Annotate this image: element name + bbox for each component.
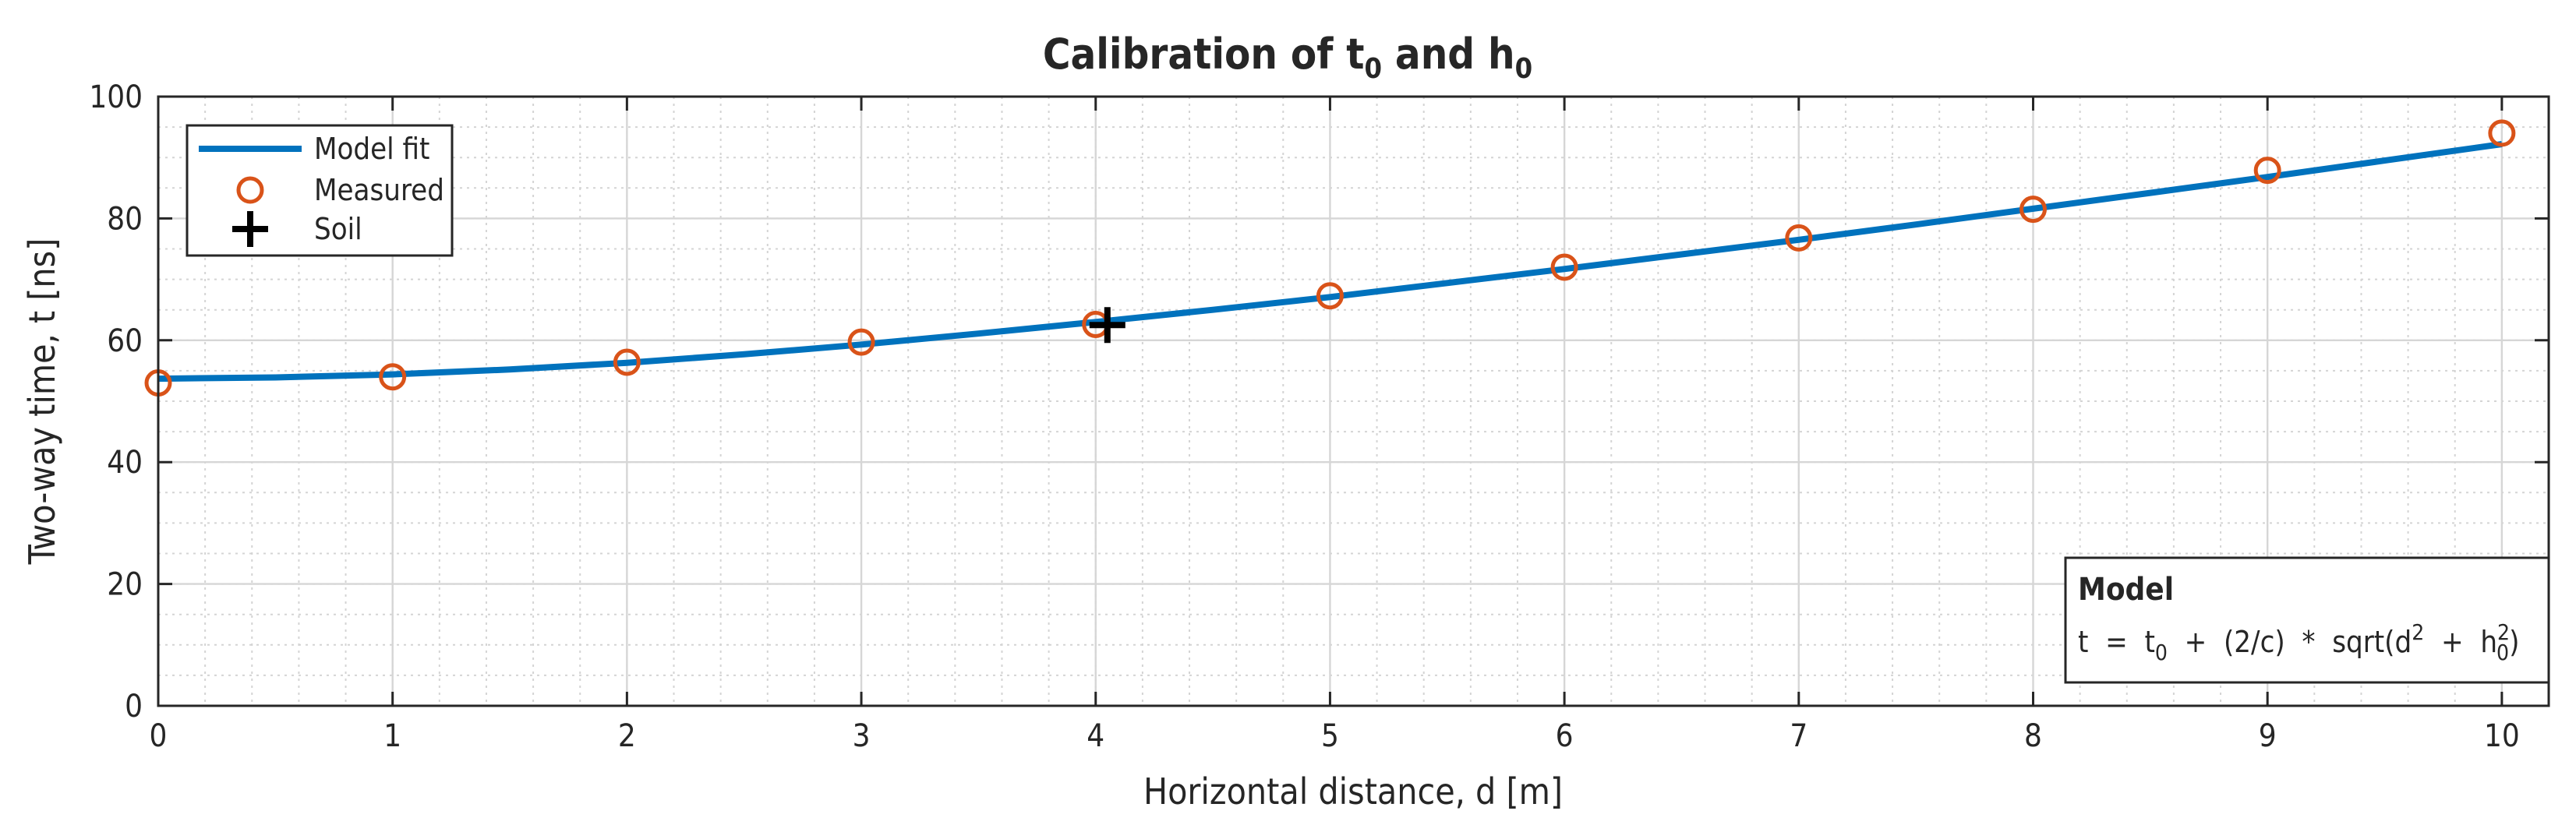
- model-annotation-heading: Model: [2078, 572, 2174, 608]
- x-tick-label: 0: [150, 718, 168, 754]
- y-tick-label: 20: [107, 567, 143, 603]
- equation-sub-h0: 0: [2496, 640, 2509, 665]
- legend-label-soil: Soil: [314, 212, 362, 246]
- y-tick-label: 100: [89, 79, 143, 115]
- measured-point: [2488, 119, 2516, 147]
- y-axis-label: Two-way time, t [ns]: [21, 238, 63, 566]
- legend-label-model-fit: Model fit: [314, 132, 429, 166]
- x-tick-label: 7: [1790, 718, 1807, 754]
- legend-swatch-measured: [236, 176, 264, 204]
- series-layer: [144, 119, 2516, 397]
- title-sub-h: 0: [1515, 53, 1533, 85]
- x-tick-label: 3: [853, 718, 871, 754]
- x-tick-label: 5: [1321, 718, 1339, 754]
- measured-point: [1785, 224, 1813, 252]
- x-tick-label: 1: [383, 718, 401, 754]
- equation-sup-h2: 2: [2497, 619, 2510, 645]
- title-sub-t: 0: [1364, 53, 1382, 85]
- x-tick-label: 4: [1087, 718, 1104, 754]
- measured-point: [1550, 253, 1578, 281]
- series-line-model-fit: [157, 141, 2503, 383]
- title-prefix: Calibration of: [1043, 30, 1346, 79]
- x-tick-label: 10: [2484, 718, 2520, 754]
- x-tick-label: 9: [2259, 718, 2277, 754]
- y-tick-label: 40: [107, 445, 143, 481]
- equation-part-d: ): [2509, 625, 2519, 659]
- title-middle: and: [1382, 30, 1488, 79]
- y-tick-label: 80: [107, 201, 143, 237]
- equation-sup-d2: 2: [2412, 619, 2424, 645]
- y-tick-label: 60: [107, 323, 143, 359]
- equation-part-a: t = t: [2078, 625, 2155, 659]
- equation-part-c: + h: [2424, 625, 2497, 659]
- x-tick-label: 6: [1556, 718, 1574, 754]
- chart-title: Calibration of t0 and h0: [1043, 30, 1532, 85]
- soil-point: [1089, 307, 1125, 344]
- measured-point: [847, 328, 875, 356]
- legend-label-measured: Measured: [314, 173, 444, 207]
- measured-point: [2019, 196, 2047, 224]
- x-tick-label: 8: [2024, 718, 2042, 754]
- legend-swatch-soil: [232, 211, 268, 247]
- title-symbol-h: h: [1488, 30, 1515, 79]
- y-tick-label: 0: [125, 689, 143, 724]
- measured-point: [613, 348, 641, 376]
- equation-part-b: + (2/c) * sqrt(d: [2168, 625, 2412, 659]
- model-annotation: Model t = t0 + (2/c) * sqrt(d2 + h2 0): [2064, 556, 2550, 684]
- model-annotation-box: [2064, 556, 2550, 684]
- measured-point: [379, 363, 407, 391]
- measured-point: [1316, 282, 1344, 310]
- measured-point: [2253, 157, 2281, 185]
- plot-area-border: [157, 95, 2550, 707]
- x-axis-label: Horizontal distance, d [m]: [1143, 770, 1563, 813]
- model-annotation-equation: t = t0 + (2/c) * sqrt(d2 + h2 0): [2078, 619, 2519, 665]
- title-symbol-t: t: [1346, 30, 1364, 79]
- legend: Model fit Measured Soil: [186, 124, 454, 257]
- x-tick-label: 2: [618, 718, 636, 754]
- equation-sub-t0: 0: [2155, 640, 2168, 665]
